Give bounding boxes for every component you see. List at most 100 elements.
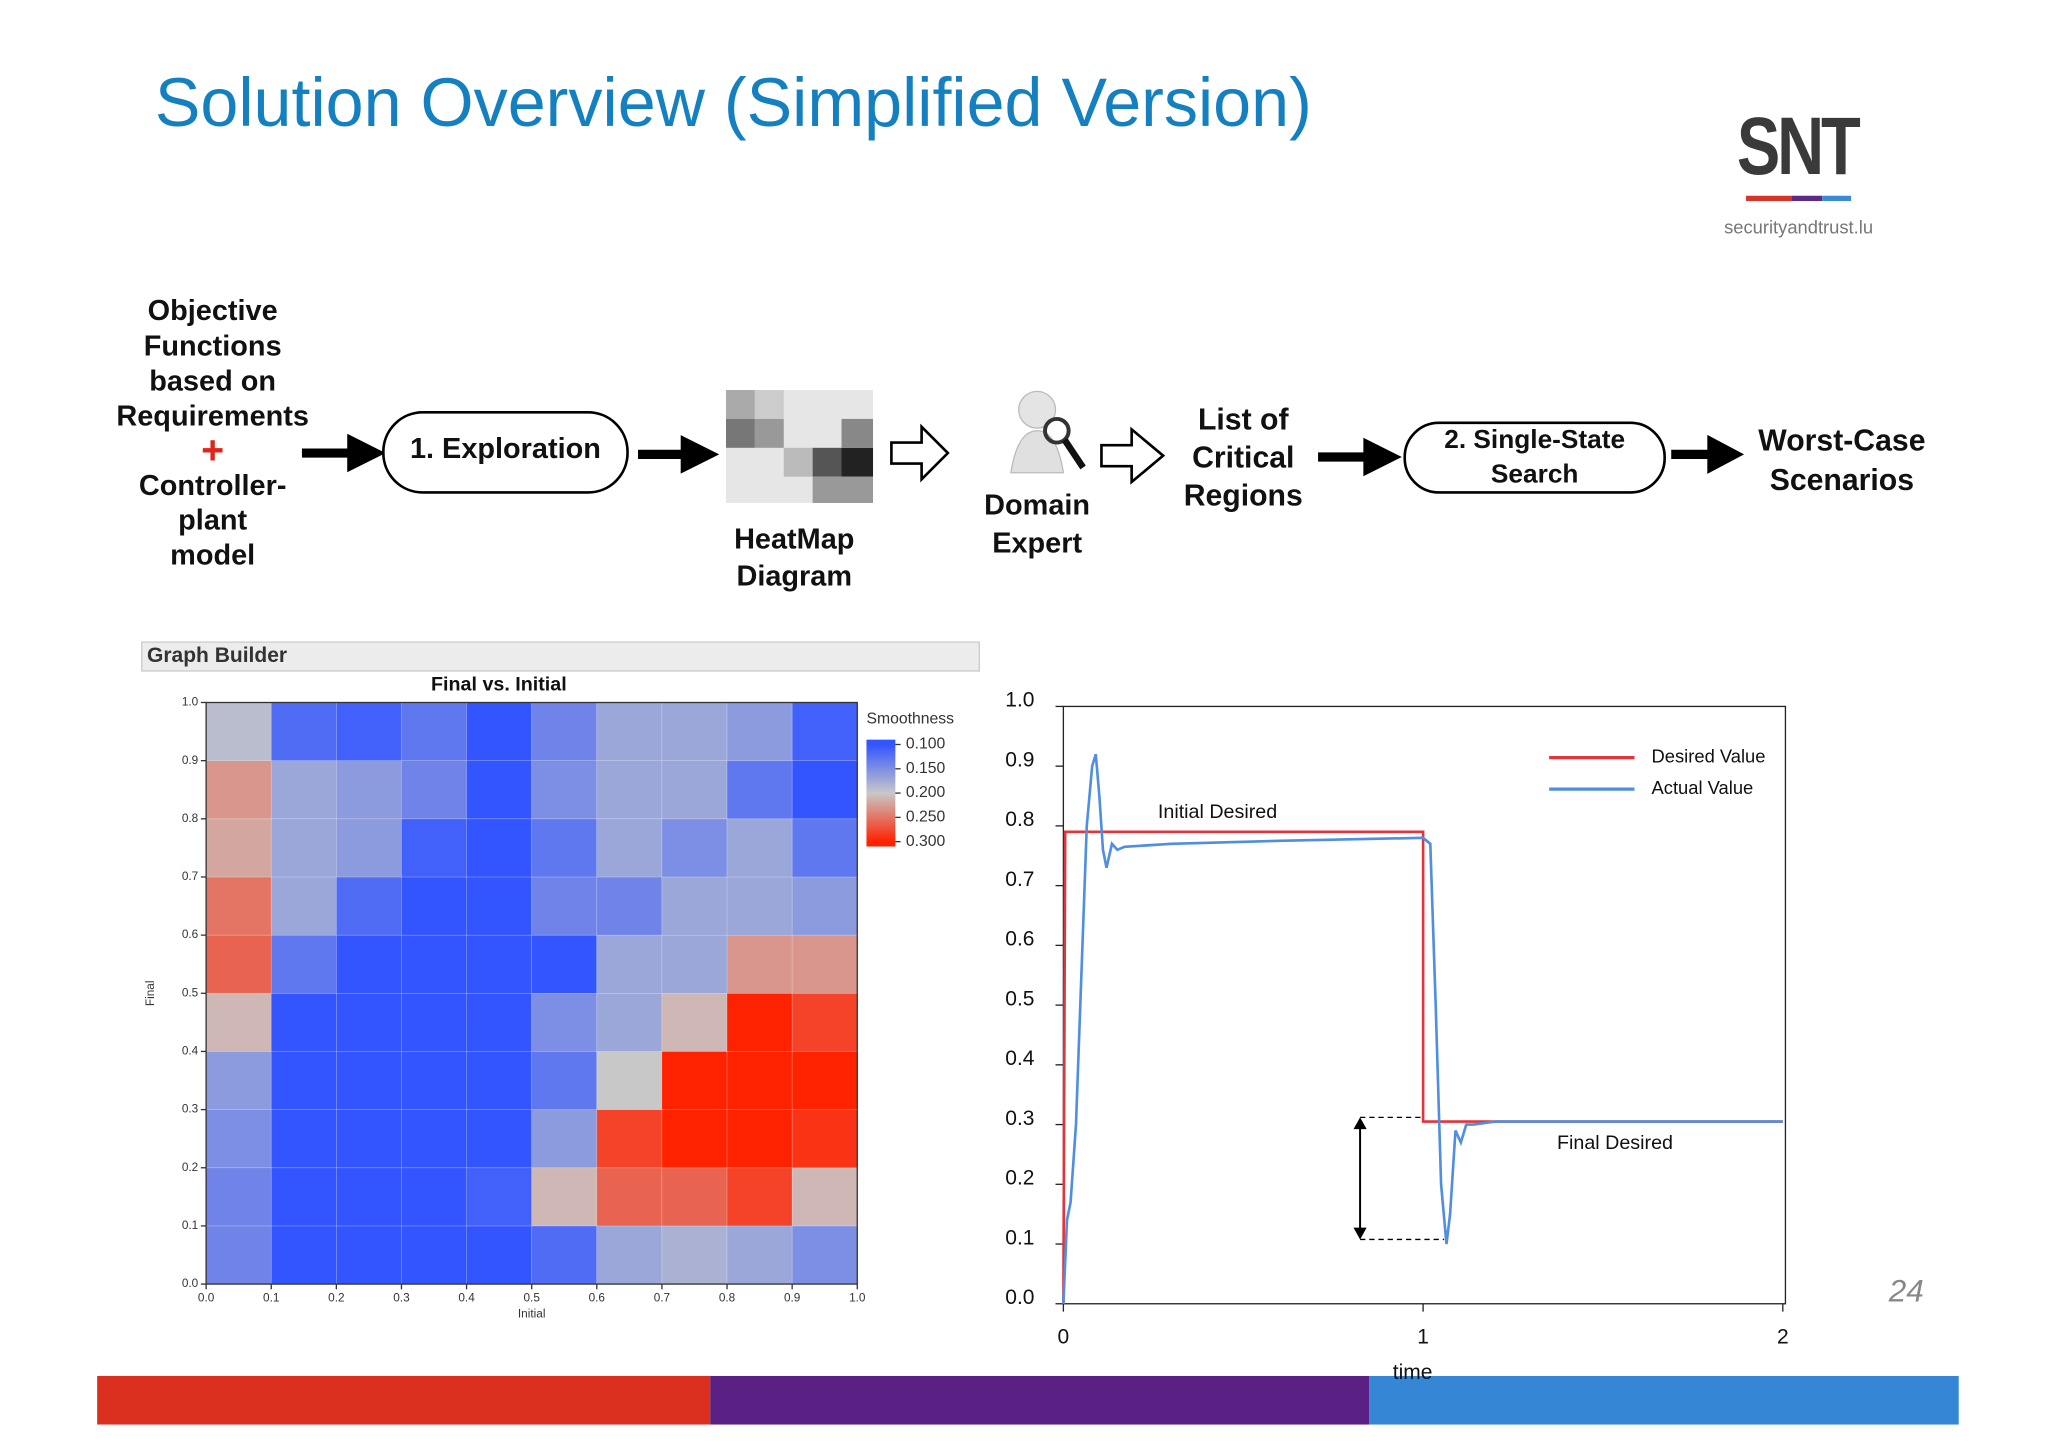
colorbar-label: 0.100: [906, 736, 946, 753]
y-tick-label: 0.4: [1005, 1047, 1035, 1070]
footer-bar: [710, 1375, 1370, 1425]
colorbar: [866, 739, 896, 847]
heat-cell: [596, 934, 663, 994]
flow-label: Search: [1491, 458, 1579, 488]
heat-cell: [401, 702, 467, 761]
heat-cell: [401, 934, 467, 994]
flow-label: Scenarios: [1770, 464, 1914, 497]
heat-cell: [661, 818, 728, 878]
heat-cell: [336, 1167, 402, 1227]
y-tick-label: 0.8: [1005, 808, 1034, 831]
flow-label: Requirements: [116, 400, 309, 432]
heat-cell: [531, 702, 598, 761]
heat-cell: [205, 1109, 272, 1169]
y-tick-label: 0.1: [182, 1218, 198, 1232]
y-tick-label: 0.0: [182, 1276, 199, 1290]
x-axis-label: time: [1393, 1361, 1433, 1384]
heat-cell: [596, 818, 663, 878]
heat-cell: [531, 992, 598, 1052]
y-axis-label: Final: [143, 980, 157, 1006]
y-tick-label: 0.7: [1005, 868, 1034, 891]
heat-cell: [270, 992, 337, 1052]
heat-cell: [596, 992, 663, 1052]
flow-label: Worst-Case: [1758, 425, 1925, 458]
heat-cell: [596, 1167, 663, 1227]
slide-title: Solution Overview (Simplified Version): [155, 65, 1312, 141]
heat-cell: [401, 1225, 467, 1285]
heat-cell: [791, 1109, 858, 1169]
flow-label: Controller-: [139, 470, 287, 502]
heat-cell: [791, 818, 858, 878]
x-tick-label: 2: [1777, 1325, 1789, 1348]
heat-cell: [270, 702, 337, 761]
heat-cell: [466, 818, 533, 878]
legend-title: Smoothness: [866, 711, 954, 728]
flow-label: HeatMap: [734, 524, 854, 556]
heat-cell: [270, 760, 337, 820]
x-tick-label: 1.0: [849, 1291, 866, 1305]
x-tick-label: 0: [1058, 1325, 1070, 1348]
heat-cell: [205, 760, 272, 820]
heat-cell: [531, 1109, 598, 1169]
flow-label: Functions: [144, 330, 282, 362]
heat-cell: [205, 1167, 272, 1227]
legend-label: Actual Value: [1652, 777, 1754, 798]
panel-title: Graph Builder: [147, 644, 287, 667]
flow-label: 2. Single-State: [1444, 424, 1625, 454]
x-tick-label: 0.0: [198, 1291, 215, 1305]
heat-cell: [270, 1109, 337, 1169]
x-tick-label: 0.6: [589, 1291, 606, 1305]
heat-cell: [466, 702, 533, 761]
hollow-arrow: [1100, 426, 1166, 485]
heat-cell: [596, 760, 663, 820]
legend-label: Desired Value: [1652, 745, 1766, 766]
heat-cell: [401, 992, 467, 1052]
heat-cell: [531, 760, 598, 820]
colorbar-label: 0.200: [906, 784, 946, 801]
heat-cell: [270, 934, 337, 994]
y-tick-label: 0.7: [182, 869, 198, 883]
logo-mark: SNT: [1737, 100, 1861, 192]
series-line: [1062, 830, 1783, 1304]
flow-label: Domain: [984, 490, 1090, 522]
heat-cell: [661, 992, 728, 1052]
x-tick-label: 0.4: [458, 1291, 475, 1305]
heat-cell: [661, 1167, 728, 1227]
flow-label: List of: [1198, 404, 1289, 437]
heat-cell: [791, 1051, 858, 1110]
y-tick-label: 0.9: [1005, 748, 1034, 771]
y-tick-label: 0.0: [1005, 1286, 1034, 1309]
heat-cell: [205, 876, 272, 936]
heat-cell: [270, 876, 337, 936]
colorbar-label: 0.250: [906, 809, 946, 826]
panel-header: [141, 641, 981, 672]
flow-label: Critical: [1192, 442, 1294, 475]
heat-cell: [791, 992, 858, 1052]
heat-cell: [401, 1167, 467, 1227]
heat-cell: [336, 934, 402, 994]
arrow: [1318, 437, 1402, 477]
x-tick-label: 0.9: [784, 1291, 800, 1305]
heat-cell: [466, 760, 533, 820]
annotation: Initial Desired: [1158, 801, 1277, 823]
y-tick-label: 0.6: [182, 927, 199, 941]
heat-cell: [205, 702, 272, 761]
x-axis-label: Initial: [518, 1306, 546, 1320]
y-tick-label: 0.2: [182, 1160, 198, 1174]
heat-cell: [336, 992, 402, 1052]
heat-cell: [531, 1225, 598, 1285]
heat-cell: [270, 1225, 337, 1285]
heat-cell: [661, 1225, 728, 1285]
heat-cell: [401, 876, 467, 936]
y-tick-label: 0.8: [182, 811, 199, 825]
flow-label: Objective: [148, 295, 278, 327]
heatmap-thumbnail: [725, 390, 874, 503]
heat-cell: [466, 1167, 533, 1227]
flow-label: Expert: [992, 528, 1082, 560]
heat-cell: [596, 1225, 663, 1285]
arrow: [301, 433, 386, 473]
arrow: [638, 435, 720, 474]
heat-cell: [726, 1225, 793, 1285]
heat-cell: [661, 1109, 728, 1169]
x-tick-label: 0.1: [263, 1291, 279, 1305]
